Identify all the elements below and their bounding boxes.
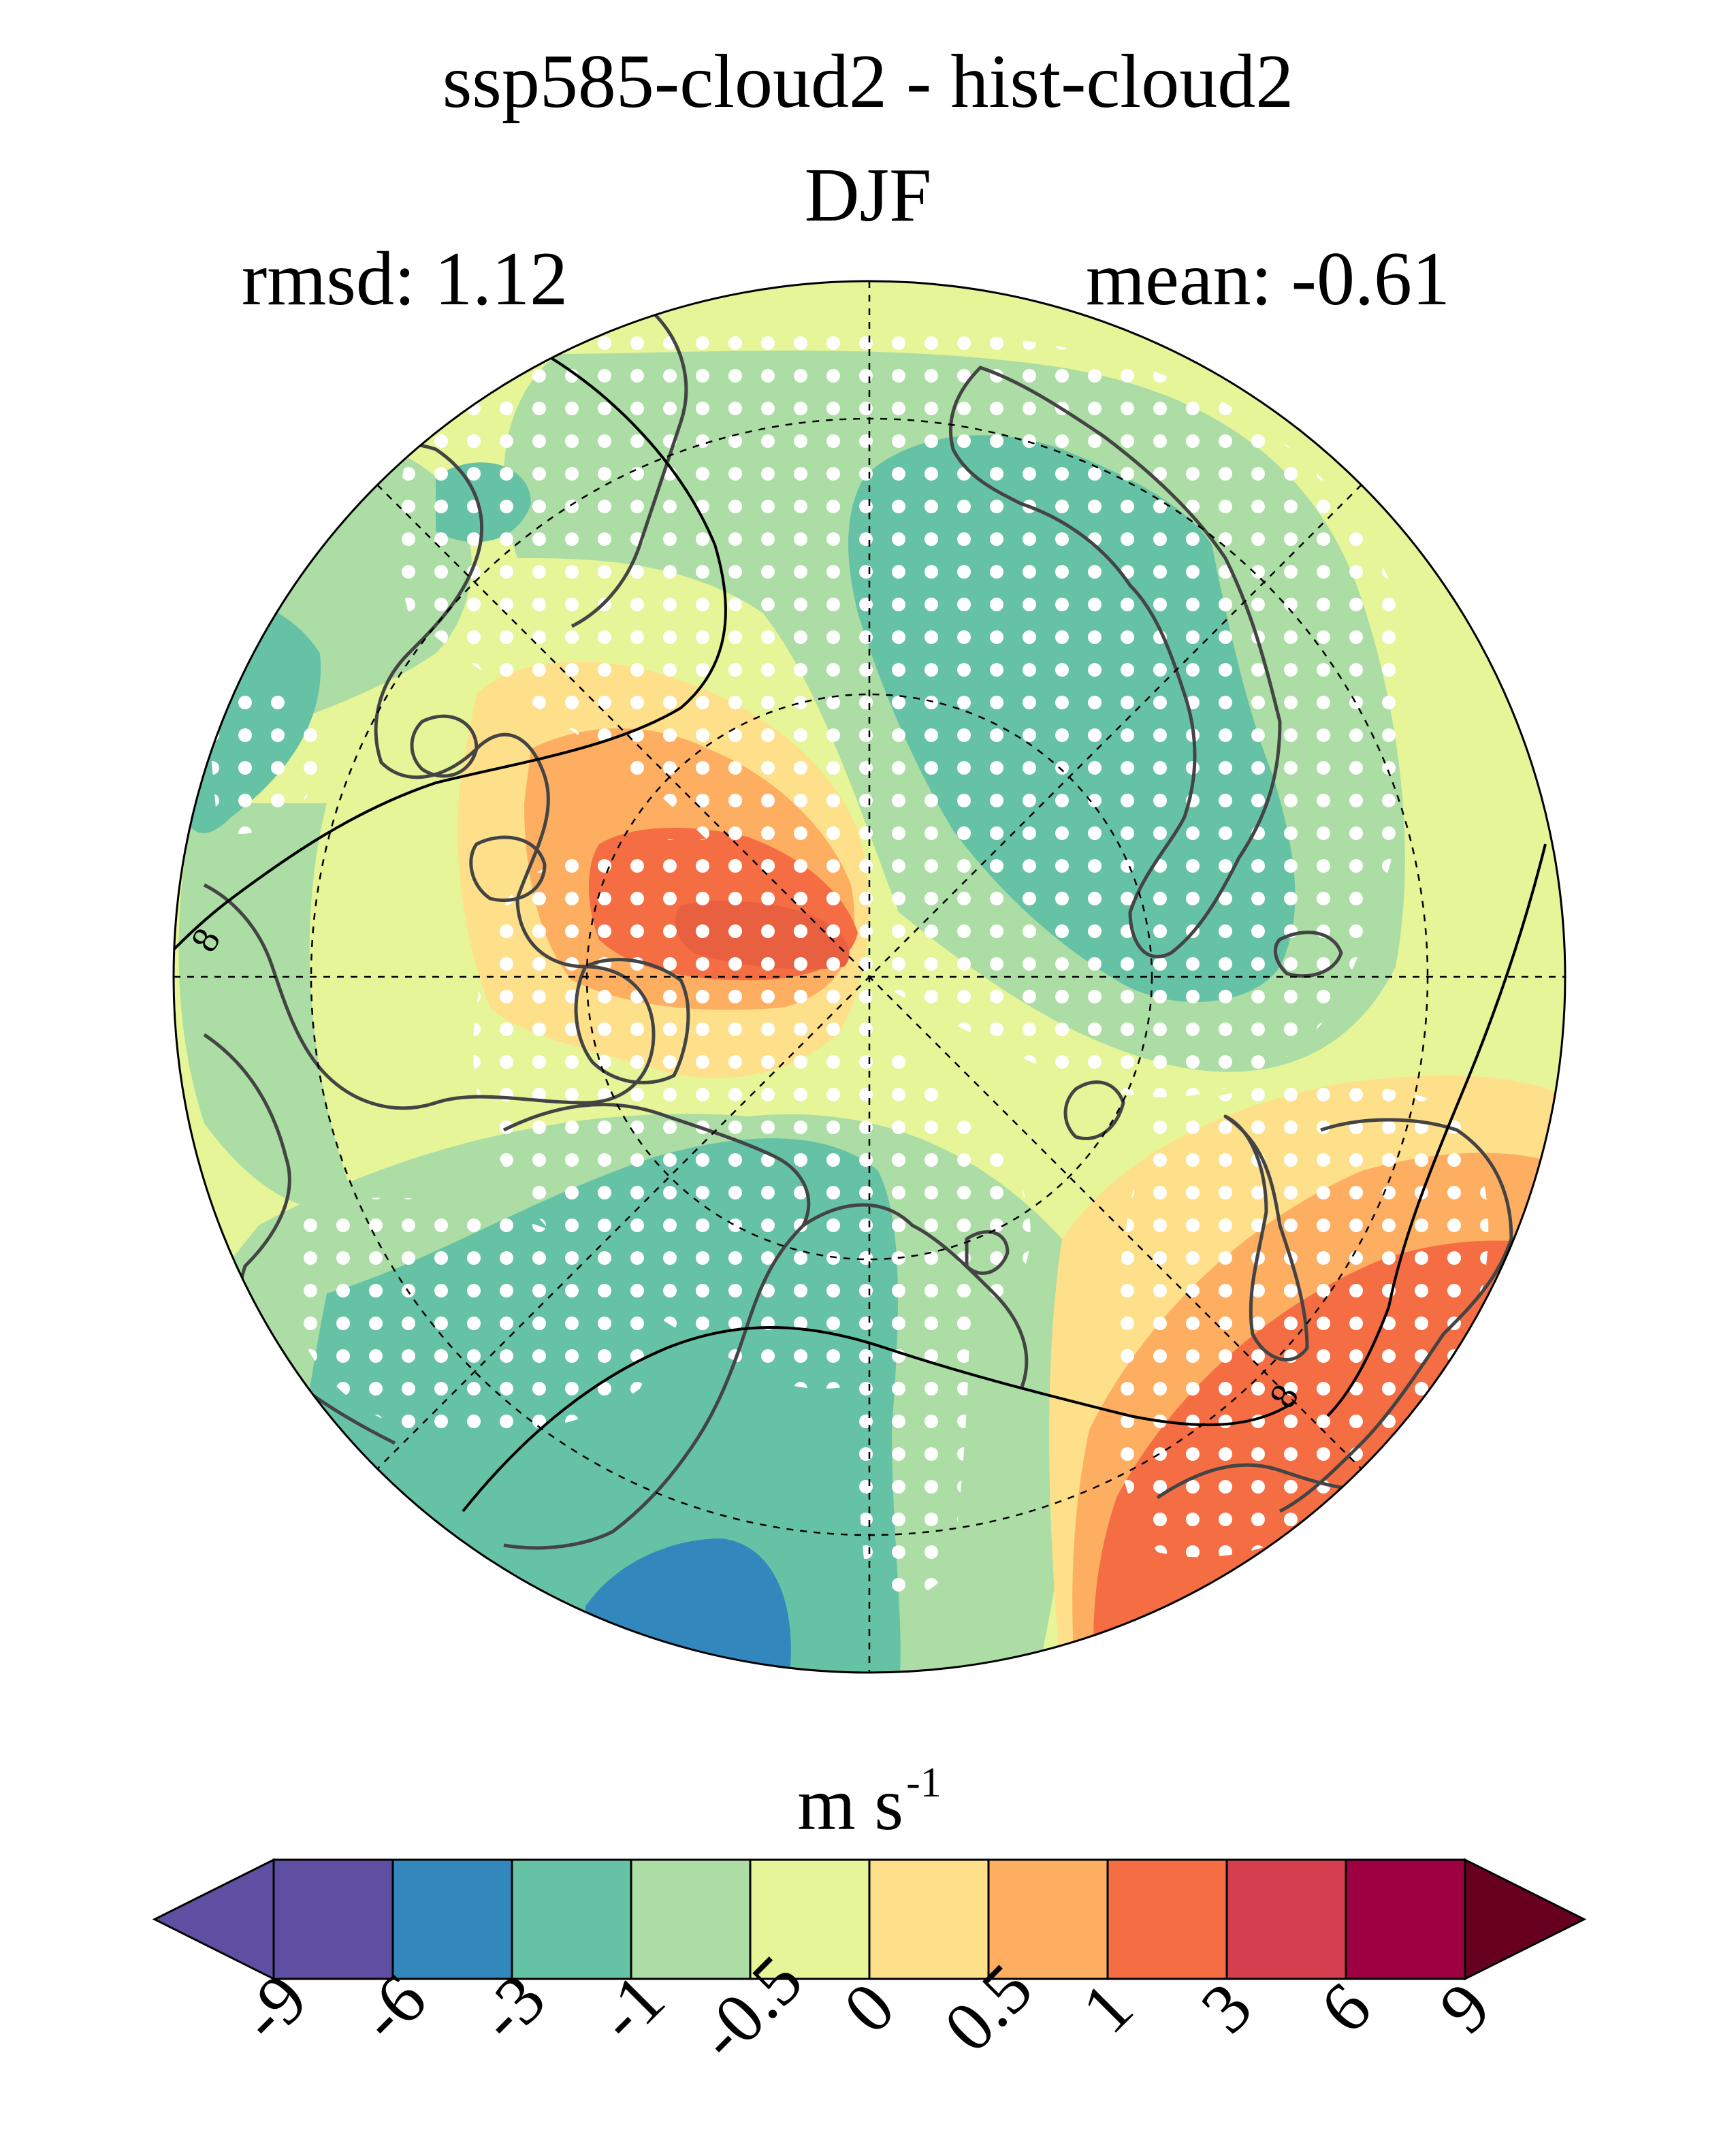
- colorbar-segment: [1106, 1858, 1228, 1980]
- contour-west: [174, 353, 727, 954]
- mean-label: mean: -0.61: [1086, 237, 1450, 321]
- units-exponent: -1: [906, 1760, 942, 1806]
- coast-novaya-zemlya: [1223, 1114, 1309, 1361]
- rmsd-label: rmsd: 1.12: [242, 237, 568, 321]
- coast-franz-josef: [965, 1230, 1010, 1275]
- coast-baffin: [574, 958, 690, 1084]
- colorbar-segment: [630, 1858, 752, 1980]
- coast-scandinavia: [1279, 1118, 1513, 1513]
- coast-canada-islands-2: [469, 835, 547, 903]
- coast-chukotka-siberia: [502, 1103, 811, 1550]
- colorbar-segment: [1225, 1858, 1347, 1980]
- coast-greenland: [948, 366, 1282, 958]
- colorbar-segment: [511, 1858, 632, 1980]
- colorbar-segment: [868, 1858, 990, 1980]
- contour-east: [1326, 843, 1547, 1417]
- season-label: DJF: [804, 153, 932, 238]
- contour-lines: [174, 353, 1547, 1513]
- contour-south: [462, 1326, 1295, 1513]
- units-base: m s: [797, 1762, 904, 1845]
- parallel-inner: [585, 693, 1153, 1261]
- map-border: [172, 280, 1566, 1674]
- map-title: ssp585-cloud2 - hist-cloud2: [442, 39, 1294, 124]
- coast-north-america-west: [570, 312, 688, 628]
- colorbar-segment: [749, 1858, 871, 1980]
- coast-iceland: [1273, 931, 1343, 978]
- colorbar-under-triangle: [152, 1858, 275, 1981]
- graticule: [174, 281, 1565, 1673]
- coastlines: [203, 312, 1513, 1550]
- parallel-outer: [310, 417, 1429, 1536]
- colorbar-segment: [391, 1858, 513, 1980]
- polar-map: 8 8: [172, 280, 1566, 1674]
- colorbar-over-triangle: [1464, 1858, 1587, 1981]
- colorbar-segment: [987, 1858, 1109, 1980]
- colorbar-segment: [272, 1858, 394, 1980]
- coast-taymyr: [802, 1203, 1029, 1389]
- meridian-diag-2: [376, 484, 1362, 1470]
- colorbar-units: m s-1: [0, 1760, 1736, 1860]
- colorbar-segment: [1345, 1858, 1466, 1980]
- coast-canada-islands-1: [410, 714, 479, 778]
- colorbar-segments: [272, 1858, 1466, 1980]
